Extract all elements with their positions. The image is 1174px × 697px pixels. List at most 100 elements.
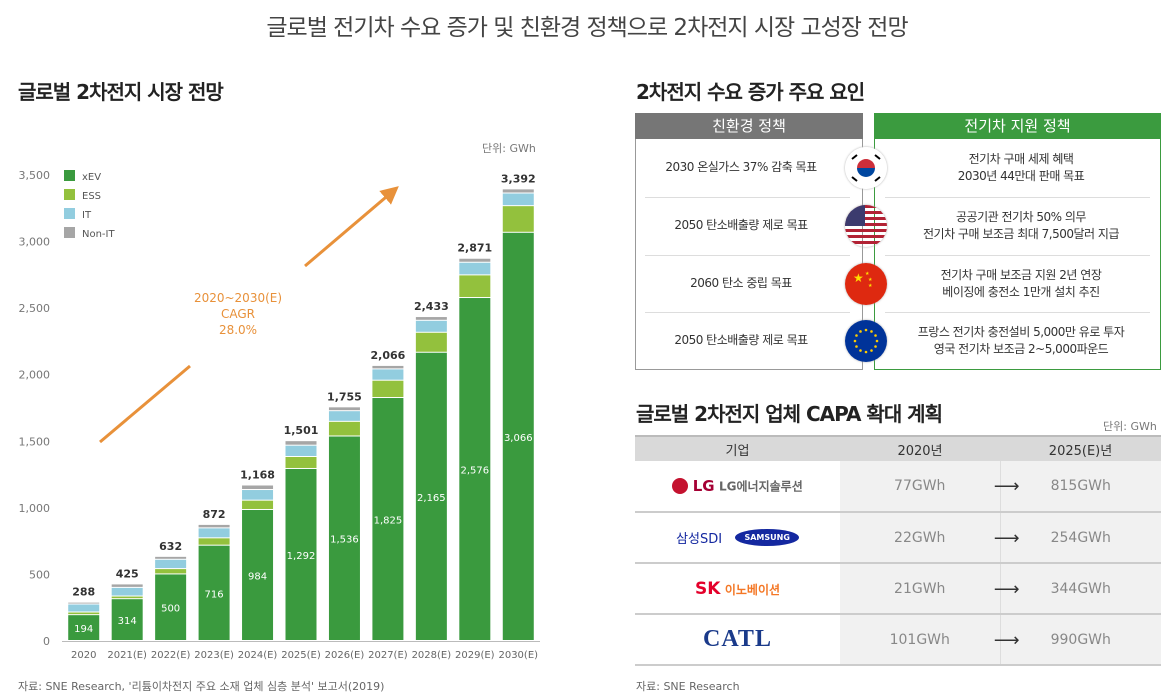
market-chart: 0 500 1,000 1,500 2,000 2,500 3,000 3,500 2020 28…	[19, 169, 540, 661]
factors-title: 2차전지 수요 증가 주요 요인	[636, 80, 865, 104]
capa-2020: 22GWh ⟶	[840, 512, 1020, 564]
bar-ess-segment	[198, 538, 230, 545]
value-2020: 101GWh	[889, 631, 950, 648]
samsung-logo: SAMSUNG	[735, 529, 799, 546]
row-divider	[645, 197, 850, 198]
row-divider	[885, 255, 1150, 256]
y-tick-label: 0	[43, 635, 50, 648]
ev-policy-line: 영국 전기차 보조금 2~5,000파운드	[933, 342, 1109, 356]
arrow-right-icon: ⟶	[993, 630, 1020, 651]
arrow-right-icon: ⟶	[993, 528, 1020, 549]
usa-flag-icon	[845, 205, 887, 247]
bar-ess-segment	[415, 332, 447, 352]
bar-non-it-segment	[68, 602, 100, 604]
total-label: 872	[203, 508, 226, 521]
svg-text:★: ★	[868, 283, 873, 289]
svg-text:★: ★	[868, 277, 873, 283]
bar-xev-segment	[285, 468, 317, 640]
capa-title: 글로벌 2차전지 업체 CAPA 확대 계획	[636, 402, 943, 426]
eco-policy-item: 2030 온실가스 37% 감축 목표	[665, 160, 817, 175]
company-logo: 삼성SDI SAMSUNG	[635, 512, 840, 564]
total-label: 2,066	[371, 349, 406, 362]
bar-non-it-segment	[198, 524, 230, 528]
growth-arrow-icon	[304, 186, 399, 268]
svg-text:★: ★	[853, 271, 864, 285]
capa-2025: 254GWh	[999, 512, 1161, 564]
x-tick-label: 2022(E)	[151, 650, 191, 661]
capa-2020: 77GWh ⟶	[840, 461, 1020, 513]
table-row: CATL 101GWh ⟶ 990GWh	[635, 614, 1161, 666]
xev-value-label: 2,576	[460, 466, 489, 477]
bar-ess-segment	[68, 612, 100, 615]
legend-label: Non-IT	[82, 229, 115, 240]
y-tick-label: 2,500	[19, 302, 51, 315]
ev-policy-item: 전기차 구매 세제 혜택 2030년 44만대 판매 목표	[890, 139, 1152, 197]
bar-it-segment	[242, 490, 274, 500]
company-name: 이노베이션	[724, 582, 781, 597]
capa-2025: 815GWh	[999, 461, 1161, 513]
bar-it-segment	[502, 193, 534, 206]
ev-policy-line: 전기차 구매 보조금 지원 2년 연장	[940, 267, 1102, 282]
bar-xev-segment	[242, 509, 274, 640]
ev-policy-line: 전기차 구매 세제 혜택	[968, 151, 1074, 166]
bar-xev-segment	[155, 574, 187, 640]
chart-unit: 단위: GWh	[482, 142, 536, 155]
bar-non-it-segment	[502, 189, 534, 193]
bar-ess-segment	[328, 421, 360, 436]
eco-policy-box	[635, 139, 863, 370]
bar-it-segment	[198, 528, 230, 538]
bar-xev-segment	[372, 398, 404, 640]
ev-policy-line: 공공기관 전기차 50% 의무	[956, 209, 1086, 224]
total-label: 1,755	[327, 390, 362, 403]
bar-non-it-segment	[111, 584, 143, 587]
bar-it-segment	[459, 262, 491, 275]
xev-value-label: 3,066	[504, 433, 533, 444]
ev-policy-item: 전기차 구매 보조금 지원 2년 연장 베이징에 충전소 1만개 설치 추진	[890, 255, 1152, 313]
ev-policy-line: 프랑스 전기차 충전설비 5,000만 유로 투자	[917, 324, 1125, 339]
eu-flag-icon	[845, 320, 887, 362]
company-logo: LG LG에너지솔루션	[635, 461, 840, 513]
bar-it-segment	[415, 320, 447, 332]
eco-policy-item: 2050 탄소배출량 제로 목표	[674, 333, 808, 348]
total-label: 3,392	[501, 172, 536, 185]
bar-ess-segment	[502, 206, 534, 232]
cagr-annotation: CAGR	[221, 307, 255, 321]
xev-value-label: 1,292	[287, 551, 316, 562]
bar-non-it-segment	[242, 485, 274, 490]
value-2025: 254GWh	[1050, 529, 1111, 546]
company-logo: SK 이노베이션	[635, 563, 840, 615]
eco-policy-header: 친환경 정책	[635, 113, 863, 139]
xev-value-label: 984	[248, 571, 267, 582]
bar-xev-segment	[502, 232, 534, 640]
y-tick-label: 500	[29, 568, 50, 581]
total-label: 632	[159, 540, 182, 553]
bar-non-it-segment	[328, 407, 360, 411]
page-title: 글로벌 전기차 수요 증가 및 친환경 정책으로 2차전지 시장 고성장 전망	[266, 15, 908, 41]
xev-value-label: 314	[118, 616, 137, 627]
market-outlook-title: 글로벌 2차전지 시장 전망	[18, 80, 224, 104]
capa-source: 자료: SNE Research	[636, 680, 740, 693]
xev-value-label: 1,825	[374, 516, 403, 527]
bar-ess-segment	[372, 380, 404, 398]
header-2020: 2020년	[840, 435, 1000, 461]
xev-value-label: 1,536	[330, 535, 359, 546]
legend-swatch	[64, 227, 75, 238]
company-logo: CATL	[635, 614, 840, 666]
ev-policy-line: 전기차 구매 보조금 최대 7,500달러 지급	[923, 227, 1120, 241]
capa-table: 기업 2020년 2025(E)년 LG LG에너지솔루션 77GWh ⟶ 815…	[635, 435, 1161, 666]
capa-2020: 101GWh ⟶	[840, 614, 1020, 666]
korea-flag-icon	[845, 147, 887, 189]
bar-it-segment	[328, 411, 360, 421]
xev-value-label: 500	[161, 604, 180, 615]
x-tick-label: 2021(E)	[107, 650, 147, 661]
bar-ess-segment	[155, 569, 187, 574]
bar-ess-segment	[111, 596, 143, 599]
bar-xev-segment	[459, 298, 491, 640]
cagr-annotation: 28.0%	[219, 323, 257, 337]
y-tick-label: 2,000	[19, 369, 51, 382]
xev-value-label: 716	[205, 589, 224, 600]
ev-policy-line: 2030년 44만대 판매 목표	[957, 169, 1085, 183]
x-tick-label: 2020	[71, 650, 96, 661]
y-tick-label: 3,000	[19, 236, 51, 249]
